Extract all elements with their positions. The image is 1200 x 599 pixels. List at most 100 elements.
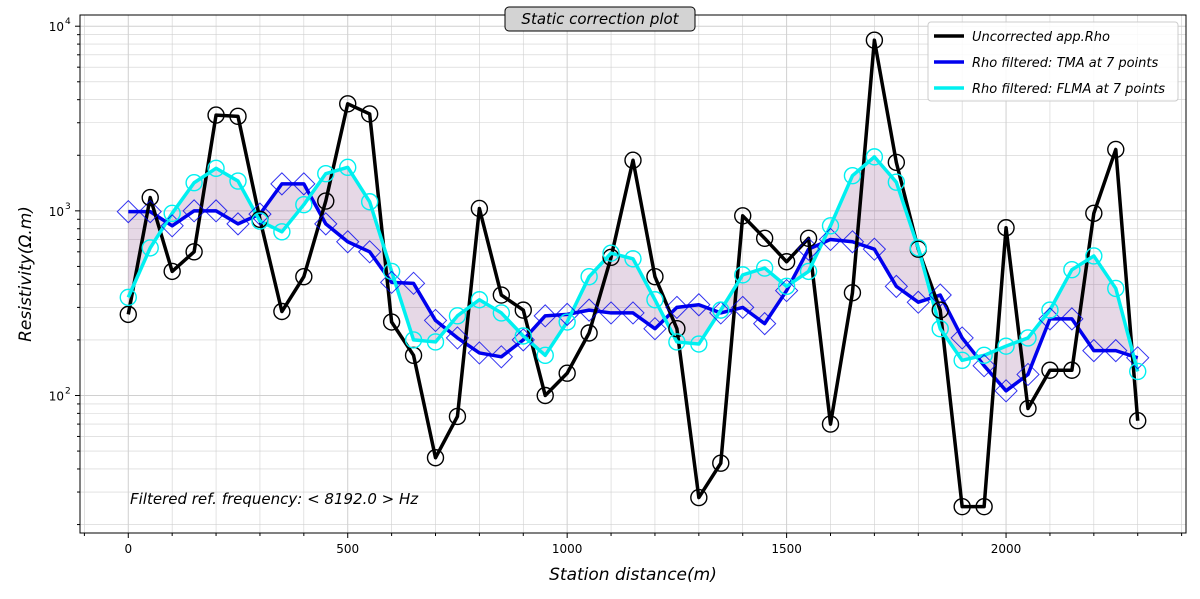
series-marker — [470, 199, 489, 218]
y-tick-label: 10 — [49, 389, 64, 403]
series-marker — [928, 283, 952, 307]
series-marker — [799, 229, 818, 248]
series-marker — [1107, 140, 1125, 159]
series-marker — [734, 207, 752, 225]
series-marker — [116, 199, 140, 224]
y-tick-exponent: 2 — [65, 386, 71, 396]
series-marker — [204, 199, 228, 223]
series-marker — [382, 313, 401, 331]
series-marker — [251, 212, 269, 230]
series-marker — [1104, 338, 1128, 363]
x-tick-label: 0 — [124, 542, 132, 556]
series-marker — [426, 449, 445, 467]
x-tick-label: 1000 — [552, 542, 583, 556]
series-marker — [1016, 362, 1040, 387]
series-marker — [141, 239, 159, 257]
series-marker — [972, 353, 996, 378]
series-marker — [467, 341, 492, 365]
series-marker — [624, 151, 642, 169]
series-marker — [953, 351, 971, 370]
series-marker — [668, 333, 686, 351]
series-marker — [207, 159, 225, 177]
series-marker — [777, 277, 796, 296]
series-marker — [163, 204, 181, 222]
series-marker — [975, 346, 993, 365]
series-marker — [799, 262, 818, 281]
series-marker — [448, 307, 467, 325]
series-marker — [160, 214, 184, 238]
series-marker — [226, 212, 250, 236]
y-tick-label: 10 — [49, 205, 64, 219]
series-marker — [470, 291, 489, 309]
series-marker — [558, 313, 576, 331]
series-marker — [185, 174, 203, 192]
series-marker — [865, 31, 884, 49]
series-marker — [1038, 307, 1062, 331]
series-marker — [423, 308, 448, 333]
legend-label: Rho filtered: FLMA at 7 points — [972, 82, 1165, 97]
series-marker — [1041, 301, 1059, 319]
legend: Uncorrected app.Rho Rho filtered: TMA at … — [927, 21, 1179, 102]
series-marker — [997, 219, 1015, 237]
series-marker — [840, 230, 865, 254]
series-marker — [687, 293, 711, 317]
series-marker — [273, 302, 291, 321]
series-marker — [336, 230, 360, 254]
series-marker — [492, 304, 511, 322]
series-marker — [887, 153, 906, 172]
series-marker — [1063, 361, 1081, 379]
x-tick-label: 2000 — [991, 542, 1022, 556]
series-marker — [821, 217, 840, 235]
series-marker — [865, 148, 884, 166]
series-marker — [731, 295, 755, 320]
series-marker — [796, 237, 821, 261]
series-marker — [690, 488, 708, 507]
series-marker — [360, 105, 379, 123]
series-marker — [295, 267, 313, 286]
x-tick-label: 1500 — [771, 542, 802, 556]
series-marker — [1060, 307, 1084, 331]
series-marker — [712, 454, 730, 472]
series-marker — [229, 172, 247, 190]
y-axis-label: Resistivity(Ω.m) — [16, 206, 36, 342]
series-marker — [357, 240, 382, 264]
series-marker — [273, 223, 291, 241]
series-marker — [404, 331, 423, 349]
series-marker — [1063, 261, 1081, 279]
series-marker — [489, 345, 514, 369]
series-marker — [119, 305, 137, 324]
series-marker — [1107, 279, 1125, 298]
series-marker — [1082, 338, 1106, 363]
series-marker — [577, 298, 601, 322]
series-marker — [843, 284, 862, 302]
series-marker — [843, 167, 862, 185]
series-marker — [339, 158, 357, 177]
filter-band — [128, 156, 1138, 391]
series-marker — [379, 270, 404, 295]
series-markers — [116, 31, 1150, 516]
series-marker — [665, 295, 689, 320]
series-marker — [295, 195, 313, 214]
x-axis-label: Station distance(m) — [549, 565, 717, 585]
series-marker — [909, 239, 927, 257]
series-marker — [182, 199, 206, 223]
series-marker — [317, 192, 335, 210]
series-marker — [752, 311, 777, 336]
series-marker — [580, 267, 598, 286]
series-marker — [643, 316, 667, 341]
series-marker — [536, 386, 554, 405]
series-marker — [884, 274, 909, 299]
series-marker — [712, 301, 730, 319]
series-marker — [668, 320, 686, 338]
legend-box — [927, 21, 1179, 102]
series-marker — [119, 288, 137, 307]
series-marker — [514, 301, 532, 319]
legend-label: Rho filtered: TMA at 7 points — [972, 56, 1159, 71]
series-marker — [1129, 412, 1147, 430]
series-marker — [138, 199, 162, 224]
series-marker — [1085, 247, 1103, 265]
series-marker — [887, 173, 906, 191]
series-marker — [536, 346, 554, 365]
